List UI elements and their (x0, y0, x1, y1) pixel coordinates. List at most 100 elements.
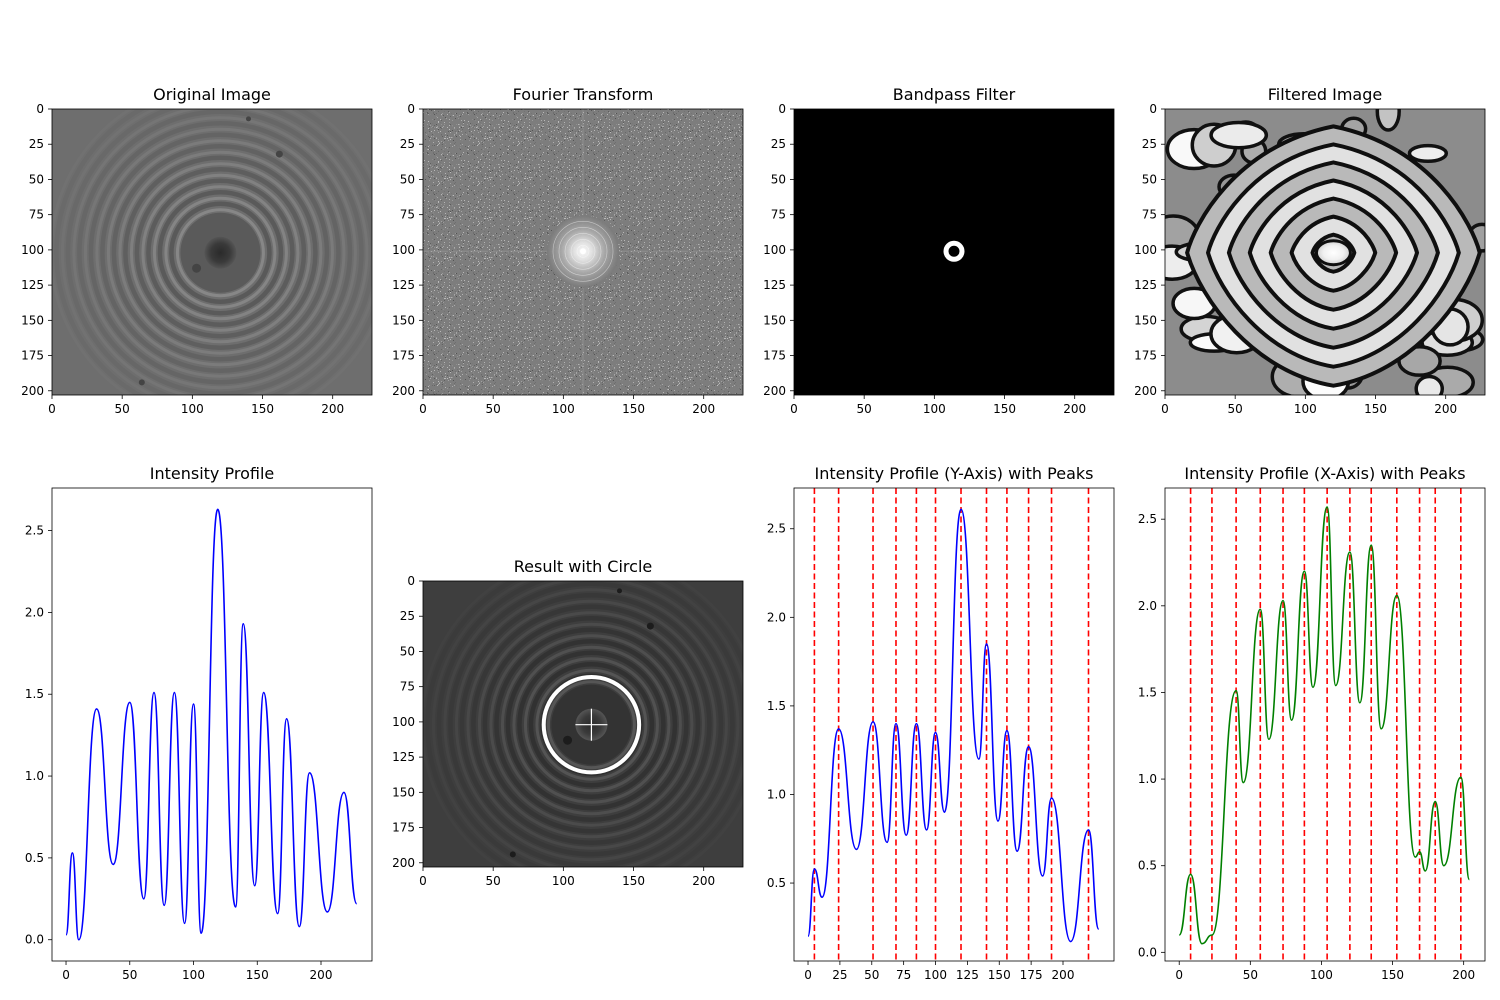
y-tick-label: 150 (1134, 313, 1157, 327)
x-tick-label: 200 (310, 968, 333, 982)
x-tick-label: 150 (251, 402, 274, 416)
x-tick-label: 125 (956, 968, 979, 982)
y-tick-label: 0.5 (1138, 859, 1157, 873)
y-tick-label: 175 (392, 349, 415, 363)
y-tick-label: 100 (392, 243, 415, 257)
panel-intensity-profile-y: 0 25 50 75 100 125 150 175 200 0.5 1.0 1.5 2.0 2.5 Int… (767, 464, 1115, 982)
y-tick-label: 125 (21, 278, 44, 292)
x-tick-label: 100 (182, 968, 205, 982)
profile-line (65, 508, 358, 941)
interference-ring (123, 155, 318, 350)
x-tick-label: 50 (1228, 402, 1243, 416)
interference-ring (72, 109, 369, 395)
interference-ring (459, 592, 724, 857)
x-tick-label: 200 (1052, 968, 1075, 982)
panel-title: Result with Circle (514, 557, 652, 576)
image-content (423, 109, 743, 395)
x-tick-label: 0 (790, 402, 798, 416)
interference-ring (175, 208, 265, 298)
y-tick-label: 0.5 (767, 876, 786, 890)
interference-ring (111, 143, 330, 362)
y-tick-label: 0 (407, 102, 415, 116)
interference-ring (100, 132, 341, 373)
y-tick-label: 125 (392, 278, 415, 292)
y-tick-label: 1.5 (25, 687, 44, 701)
interference-ring (118, 150, 323, 355)
x-tick-label: 0 (1161, 402, 1169, 416)
interference-ring (512, 645, 671, 804)
x-tick-label: 200 (321, 402, 344, 416)
x-tick-label: 100 (552, 874, 575, 888)
y-tick-label: 200 (392, 856, 415, 870)
y-tick-label: 0.0 (25, 933, 44, 947)
y-tick-label: 0 (407, 574, 415, 588)
x-tick-label: 0 (1175, 968, 1183, 982)
panel-title: Original Image (153, 85, 271, 104)
image-content (794, 109, 1114, 395)
interference-ring (535, 668, 648, 781)
x-tick-label: 100 (924, 968, 947, 982)
y-tick-label: 2.0 (1138, 599, 1157, 613)
x-tick-label: 150 (622, 402, 645, 416)
interference-ring (95, 127, 346, 378)
dust-speck (138, 379, 145, 386)
x-tick-label: 200 (692, 874, 715, 888)
panel-intensity-profile-x: 0 50 100 150 200 0.0 0.5 1.0 1.5 2.0 2.5 Intensity … (1138, 464, 1486, 982)
interference-ring (164, 196, 277, 309)
dust-speck (563, 735, 573, 745)
spectrum-ring (564, 232, 602, 270)
y-tick-label: 125 (763, 278, 786, 292)
interference-ring (454, 588, 728, 862)
x-tick-label: 150 (622, 874, 645, 888)
panel-title: Bandpass Filter (893, 85, 1016, 104)
x-tick-label: 200 (692, 402, 715, 416)
y-tick-label: 1.0 (1138, 772, 1157, 786)
interference-ring (169, 201, 272, 304)
panel-fourier-transform: 0 50 100 150 200 0 25 50 75 100 125 150 175 200 Fourie… (392, 85, 744, 416)
y-tick-label: 2.5 (25, 524, 44, 538)
y-tick-label: 2.0 (25, 605, 44, 619)
y-tick-label: 75 (400, 208, 415, 222)
x-tick-label: 50 (115, 402, 130, 416)
y-tick-label: 150 (763, 313, 786, 327)
interference-ring (505, 638, 678, 811)
center-spot (204, 236, 237, 269)
y-tick-label: 1.5 (1138, 685, 1157, 699)
spectrum-ring (552, 220, 614, 282)
y-tick-label: 125 (1134, 278, 1157, 292)
axes-frame (793, 108, 1115, 396)
filter-ring (943, 240, 965, 262)
x-tick-label: 175 (1020, 968, 1043, 982)
dust-speck (616, 588, 622, 594)
plot-area (1165, 488, 1485, 961)
x-tick-label: 200 (1434, 402, 1457, 416)
dust-speck (275, 150, 283, 158)
interference-ring (482, 615, 701, 834)
interference-ring (65, 109, 372, 395)
x-tick-label: 0 (419, 874, 427, 888)
texture-blob (1375, 109, 1401, 132)
panel-title: Intensity Profile (X-Axis) with Peaks (1184, 464, 1465, 483)
x-tick-label: 50 (122, 968, 137, 982)
x-tick-label: 150 (988, 968, 1011, 982)
y-tick-label: 100 (1134, 243, 1157, 257)
interference-ring (77, 109, 364, 395)
interference-ring (436, 581, 743, 867)
image-content (1165, 109, 1485, 395)
x-tick-label: 100 (923, 402, 946, 416)
image-content (52, 109, 372, 395)
axes-frame (1164, 108, 1486, 396)
y-tick-label: 25 (771, 137, 786, 151)
y-tick-label: 200 (1134, 384, 1157, 398)
dust-speck (192, 263, 202, 273)
texture-blob (1414, 374, 1445, 395)
detected-circle (541, 674, 642, 775)
y-tick-label: 150 (21, 313, 44, 327)
y-tick-label: 25 (400, 137, 415, 151)
panel-title: Intensity Profile (150, 464, 274, 483)
profile-line (807, 508, 1100, 943)
x-tick-label: 50 (486, 402, 501, 416)
x-tick-label: 150 (993, 402, 1016, 416)
y-tick-label: 50 (1142, 172, 1157, 186)
